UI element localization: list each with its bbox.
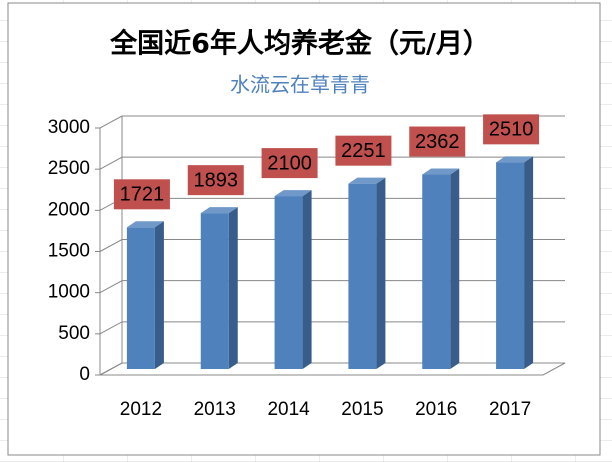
bar-top — [348, 177, 386, 184]
bar-top — [274, 190, 312, 197]
chart-subtitle: 水流云在草青青 — [230, 73, 370, 97]
grid-line — [99, 362, 565, 376]
y-tick-label: 500 — [58, 323, 90, 344]
y-tick-label: 2000 — [48, 199, 90, 220]
label-box — [335, 135, 392, 166]
bar — [274, 196, 303, 369]
x-tick-label: 2015 — [341, 399, 383, 420]
label-box — [261, 148, 318, 179]
grid-line — [99, 156, 565, 170]
bar-side — [376, 177, 386, 369]
bar-side — [450, 168, 460, 369]
bar-side — [154, 221, 164, 369]
label-box — [113, 179, 170, 210]
value-label: 1893 — [194, 169, 239, 191]
bar-top — [422, 168, 460, 175]
bar-side — [302, 190, 312, 369]
value-label: 2510 — [489, 119, 534, 141]
y-tick-label: 1000 — [48, 282, 90, 303]
y-tick-label: 1500 — [48, 241, 90, 262]
grid-line — [99, 321, 565, 335]
bar — [496, 162, 525, 369]
x-tick-label: 2013 — [194, 399, 236, 420]
y-tick-label: 3000 — [48, 117, 90, 138]
value-label: 2251 — [341, 140, 386, 162]
bar-top — [126, 221, 164, 228]
x-tick-label: 2017 — [489, 399, 531, 420]
bar-side — [228, 207, 238, 369]
bar — [348, 183, 377, 369]
bar-top — [496, 156, 534, 163]
label-box — [409, 126, 466, 157]
value-label: 2362 — [415, 131, 460, 153]
bar-top — [200, 207, 238, 214]
bar — [126, 227, 155, 369]
chart-title: 全国近6年人均养老金（元/月） — [109, 28, 490, 60]
grid-line — [99, 280, 565, 294]
label-box — [187, 165, 244, 196]
value-label: 1721 — [120, 184, 165, 206]
grid-line — [99, 115, 565, 129]
bar — [422, 174, 451, 369]
bar-side — [524, 156, 534, 369]
x-tick-label: 2016 — [415, 399, 457, 420]
label-box — [483, 114, 540, 145]
x-tick-label: 2012 — [120, 399, 162, 420]
grid-line — [99, 239, 565, 252]
y-tick-label: 2500 — [48, 158, 90, 179]
y-tick-label: 0 — [79, 364, 90, 385]
bar — [200, 213, 229, 369]
x-tick-label: 2014 — [267, 399, 310, 420]
value-label: 2100 — [267, 152, 312, 174]
